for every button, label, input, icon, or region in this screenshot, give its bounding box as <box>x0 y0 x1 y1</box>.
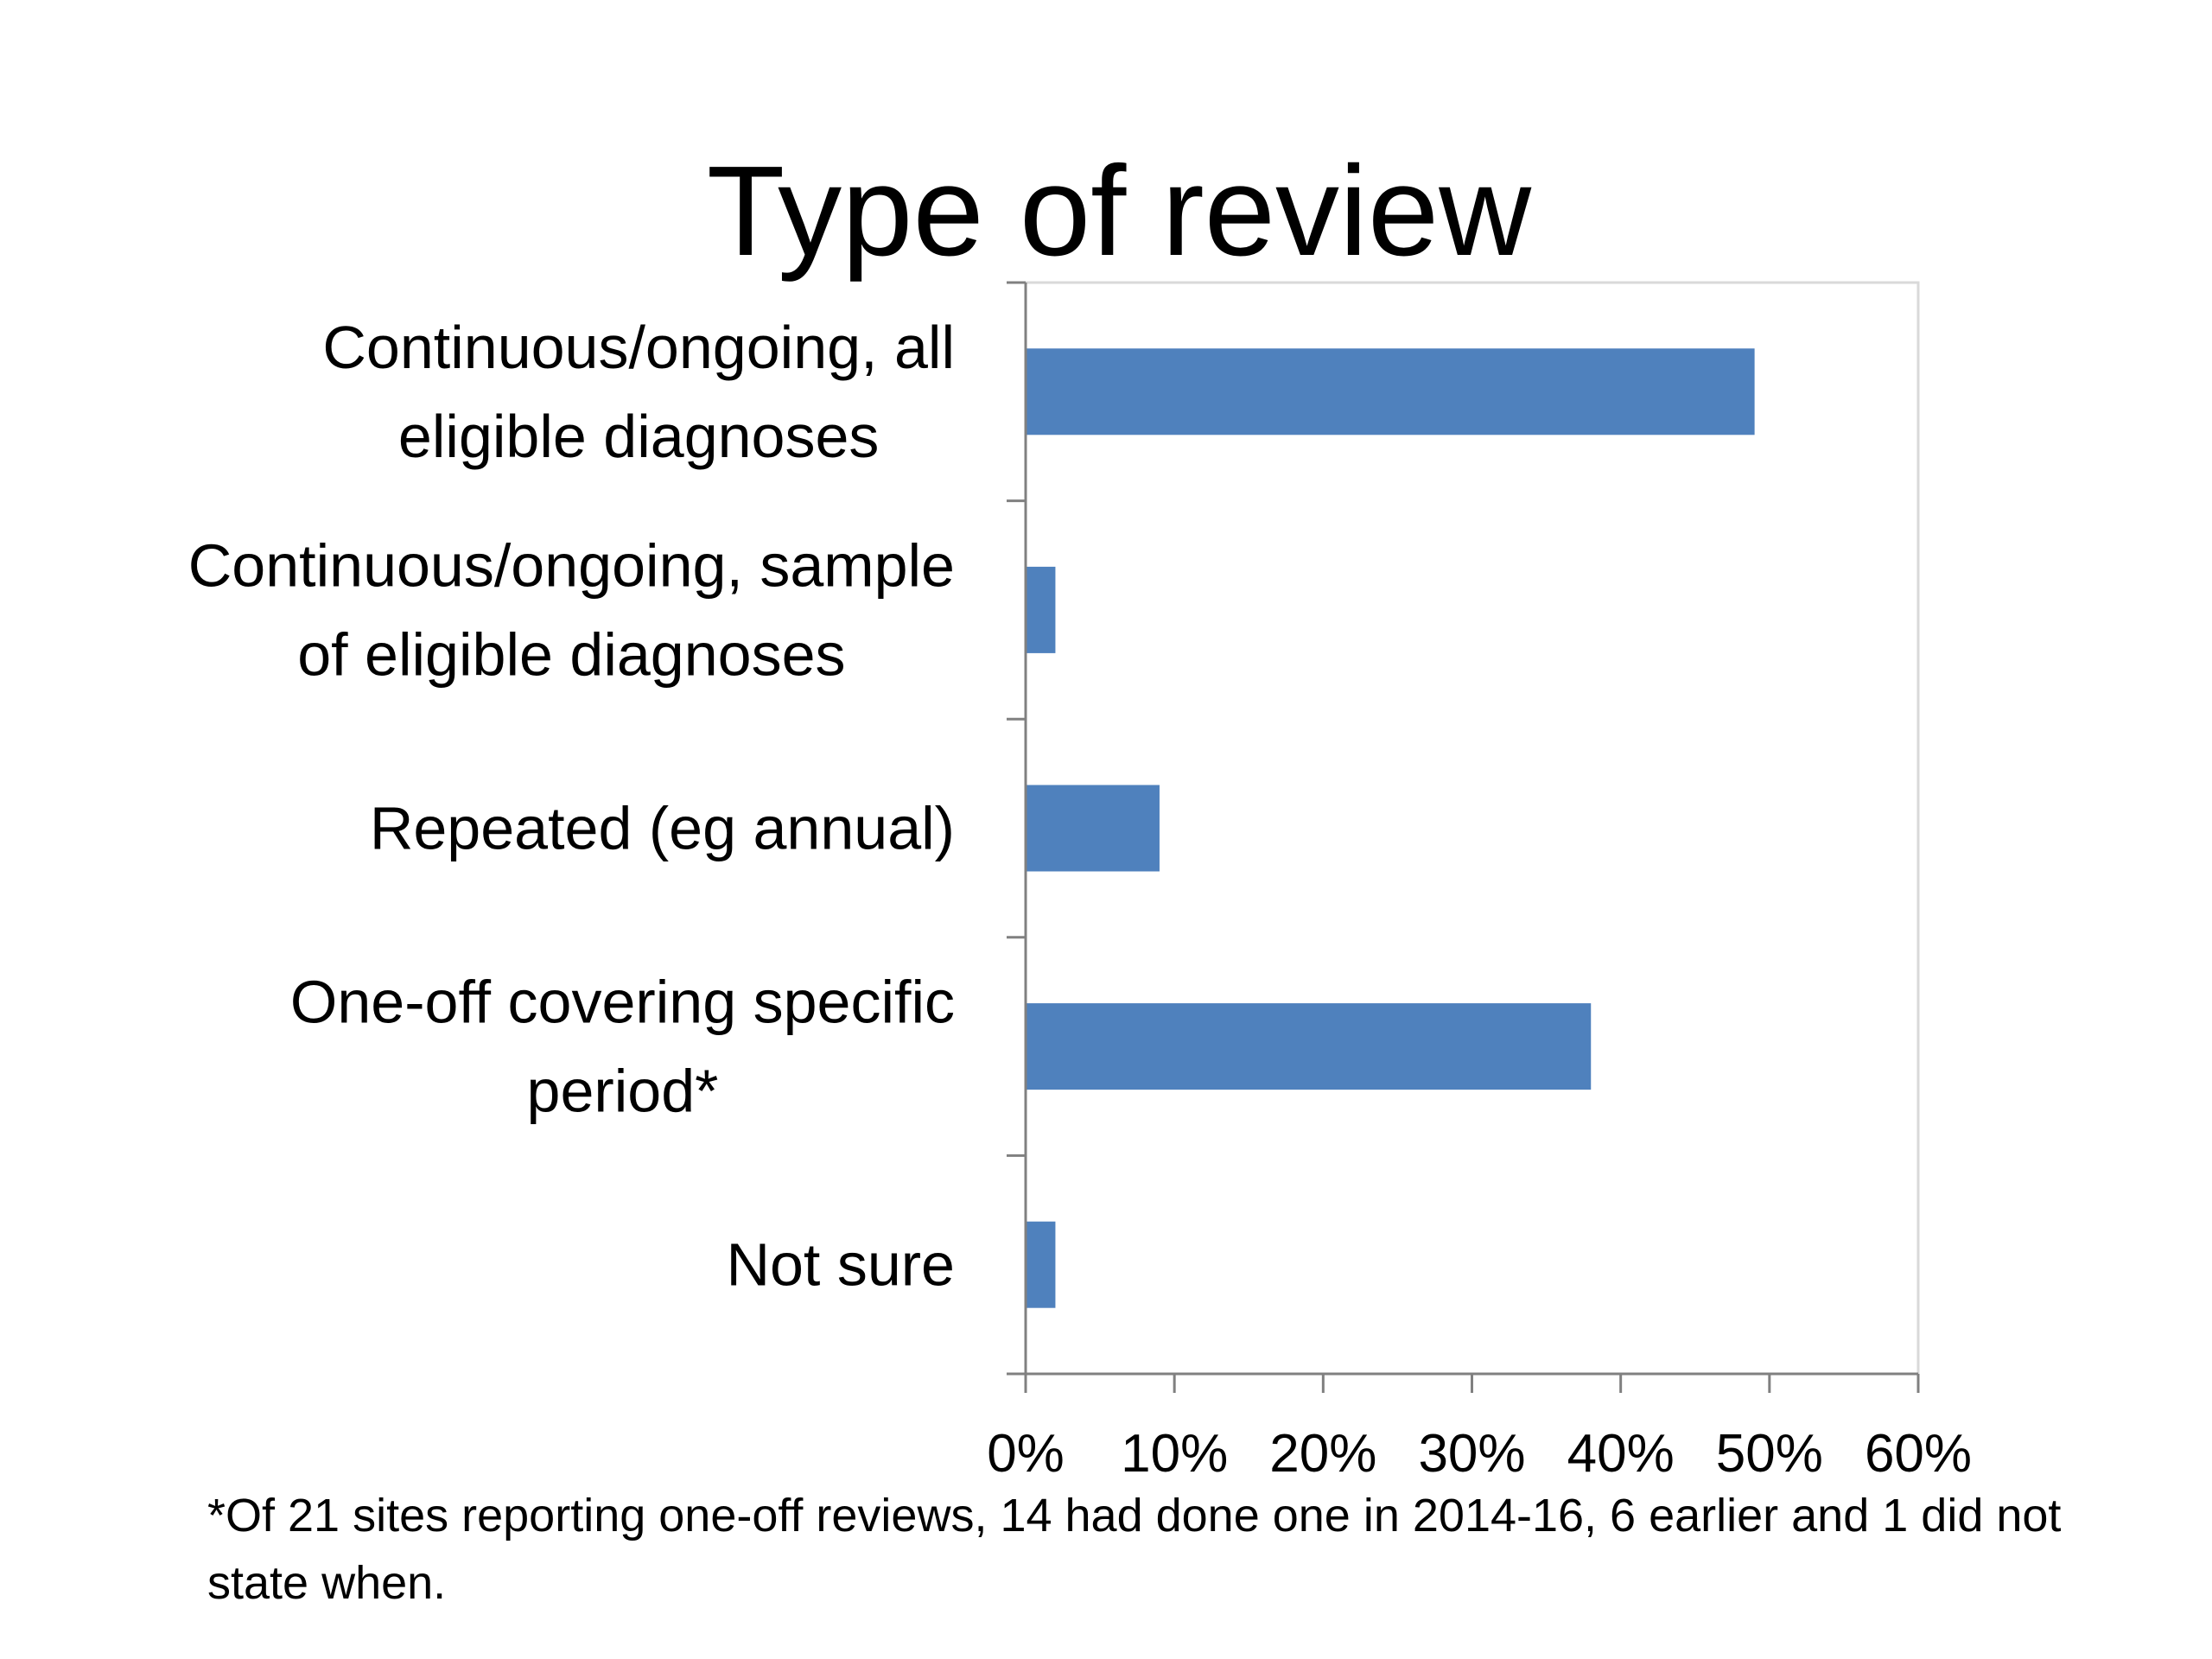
bar-3 <box>1026 1003 1592 1090</box>
x-tick-label: 50% <box>1716 1424 1823 1484</box>
x-tick-label: 10% <box>1121 1424 1228 1484</box>
category-label-line: of eligible diagnoses <box>297 620 845 688</box>
axes-group <box>1007 281 1920 1393</box>
x-tick-label: 60% <box>1865 1424 1972 1484</box>
footnote: *Of 21 sites reporting one-off reviews, … <box>207 1490 2062 1609</box>
bar-1 <box>1026 566 1056 653</box>
category-label-line: Not sure <box>726 1231 955 1299</box>
chart-title: Type of review <box>707 140 1532 283</box>
category-labels: Continuous/ongoing, all eligible diagnose… <box>188 314 955 1299</box>
tick-labels: 0% 10% 20% 30% 40% 50% 60% <box>987 1424 1972 1484</box>
category-label-0: Continuous/ongoing, all eligible diagnose… <box>322 314 955 470</box>
x-tick-label: 40% <box>1567 1424 1675 1484</box>
category-label-line: Continuous/ongoing, sample <box>188 531 955 599</box>
bars-group <box>1026 348 1755 1308</box>
category-label-3: One-off covering specific period* <box>290 969 955 1125</box>
category-label-line: Continuous/ongoing, all <box>322 314 955 381</box>
category-label-line: Repeated (eg annual) <box>370 795 955 862</box>
bar-0 <box>1026 348 1755 435</box>
category-label-line: period* <box>527 1058 719 1125</box>
x-tick-label: 20% <box>1269 1424 1376 1484</box>
x-tick-label: 0% <box>987 1424 1065 1484</box>
category-label-1: Continuous/ongoing, sample of eligible di… <box>188 531 955 688</box>
category-label-4: Not sure <box>726 1231 955 1299</box>
category-label-line: eligible diagnoses <box>398 403 880 470</box>
x-tick-label: 30% <box>1418 1424 1525 1484</box>
bar-4 <box>1026 1221 1056 1308</box>
bar-2 <box>1026 785 1160 872</box>
category-label-2: Repeated (eg annual) <box>370 795 955 862</box>
category-label-line: One-off covering specific <box>290 969 955 1036</box>
